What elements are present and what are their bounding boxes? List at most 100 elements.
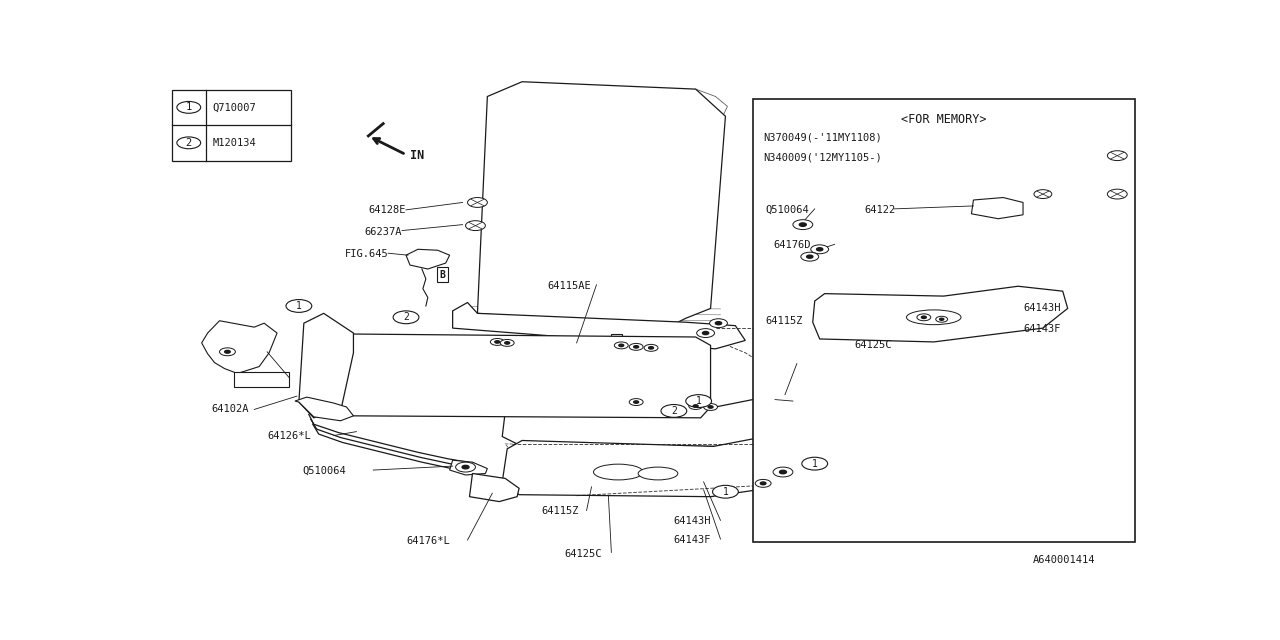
Text: 64143F: 64143F — [673, 535, 712, 545]
Circle shape — [916, 314, 931, 321]
Ellipse shape — [639, 467, 678, 480]
Circle shape — [940, 318, 943, 320]
Text: Q510064: Q510064 — [765, 205, 809, 215]
Circle shape — [709, 319, 727, 328]
Circle shape — [177, 137, 201, 148]
Text: 64115TI <RH>: 64115TI <RH> — [753, 360, 828, 370]
Circle shape — [660, 404, 687, 417]
Text: 64176D: 64176D — [773, 241, 810, 250]
Text: 64176*L: 64176*L — [406, 536, 449, 546]
Circle shape — [495, 340, 499, 343]
Text: IN: IN — [410, 149, 424, 162]
Text: 64125C: 64125C — [564, 549, 602, 559]
Circle shape — [773, 467, 792, 477]
Ellipse shape — [906, 310, 961, 324]
Text: Q510064: Q510064 — [303, 466, 347, 476]
Text: 2: 2 — [671, 406, 677, 416]
Polygon shape — [202, 321, 276, 374]
Text: 66237A: 66237A — [365, 227, 402, 237]
Circle shape — [810, 245, 828, 253]
Circle shape — [801, 252, 819, 261]
Circle shape — [713, 485, 739, 498]
Circle shape — [456, 462, 475, 472]
Text: 1: 1 — [696, 396, 701, 406]
Bar — [234, 372, 289, 387]
Circle shape — [466, 221, 485, 230]
Bar — [172, 90, 291, 161]
Circle shape — [716, 322, 722, 324]
Circle shape — [285, 300, 312, 312]
Circle shape — [1107, 150, 1128, 161]
Circle shape — [462, 465, 468, 469]
Circle shape — [393, 311, 419, 324]
Polygon shape — [406, 249, 449, 269]
Circle shape — [220, 348, 236, 356]
Circle shape — [703, 332, 709, 335]
Polygon shape — [470, 474, 520, 502]
Circle shape — [467, 198, 488, 207]
Text: 64115Z: 64115Z — [541, 506, 579, 516]
Polygon shape — [294, 397, 353, 420]
Text: 2: 2 — [186, 138, 192, 148]
Circle shape — [649, 347, 654, 349]
Polygon shape — [502, 436, 803, 497]
Text: 64115TJ<LH>: 64115TJ<LH> — [753, 378, 822, 387]
Circle shape — [696, 328, 714, 337]
Circle shape — [799, 223, 806, 227]
Circle shape — [490, 339, 504, 346]
Text: 1: 1 — [186, 102, 192, 113]
Text: 64115AE: 64115AE — [547, 281, 590, 291]
Circle shape — [806, 255, 813, 258]
Circle shape — [922, 316, 927, 319]
Circle shape — [614, 342, 628, 349]
Text: 64115Z: 64115Z — [765, 316, 803, 326]
Circle shape — [225, 351, 230, 353]
Circle shape — [634, 346, 639, 348]
Circle shape — [792, 220, 813, 230]
Text: FIG.645: FIG.645 — [344, 249, 388, 259]
Text: 1: 1 — [722, 487, 728, 497]
Text: 64125E: 64125E — [234, 372, 271, 383]
Polygon shape — [300, 314, 353, 418]
Text: 64126*L: 64126*L — [268, 431, 311, 440]
Circle shape — [500, 339, 515, 346]
Circle shape — [689, 403, 703, 410]
Text: 64143F: 64143F — [1023, 324, 1061, 334]
Circle shape — [780, 470, 786, 474]
Text: 64143H: 64143H — [1023, 303, 1061, 314]
Circle shape — [708, 406, 713, 408]
Circle shape — [694, 404, 698, 407]
Circle shape — [686, 395, 712, 408]
Circle shape — [755, 479, 771, 487]
Text: 1: 1 — [812, 459, 818, 468]
Text: Q710007: Q710007 — [212, 102, 256, 113]
Circle shape — [936, 316, 947, 322]
Polygon shape — [813, 286, 1068, 342]
Text: 64122: 64122 — [864, 205, 896, 215]
Circle shape — [618, 344, 623, 347]
Text: 64143H: 64143H — [673, 516, 712, 526]
Text: 2: 2 — [403, 312, 408, 323]
Text: <FOR MEMORY>: <FOR MEMORY> — [901, 113, 987, 126]
Polygon shape — [453, 303, 745, 349]
Polygon shape — [972, 198, 1023, 219]
Circle shape — [704, 404, 718, 410]
Circle shape — [504, 342, 509, 344]
Text: B: B — [440, 270, 445, 280]
Circle shape — [177, 101, 201, 113]
Circle shape — [1034, 189, 1052, 198]
Circle shape — [760, 482, 765, 484]
Circle shape — [634, 401, 639, 403]
Bar — [753, 99, 1135, 543]
Text: B: B — [1079, 236, 1085, 245]
Circle shape — [801, 457, 828, 470]
Text: A: A — [502, 352, 508, 362]
Circle shape — [644, 344, 658, 351]
Text: 64128E: 64128E — [369, 205, 406, 215]
Polygon shape — [449, 460, 488, 475]
Circle shape — [630, 399, 643, 406]
Polygon shape — [502, 397, 805, 447]
Text: 1: 1 — [296, 301, 302, 311]
Text: 64125C: 64125C — [855, 340, 892, 350]
Text: A: A — [613, 337, 620, 347]
